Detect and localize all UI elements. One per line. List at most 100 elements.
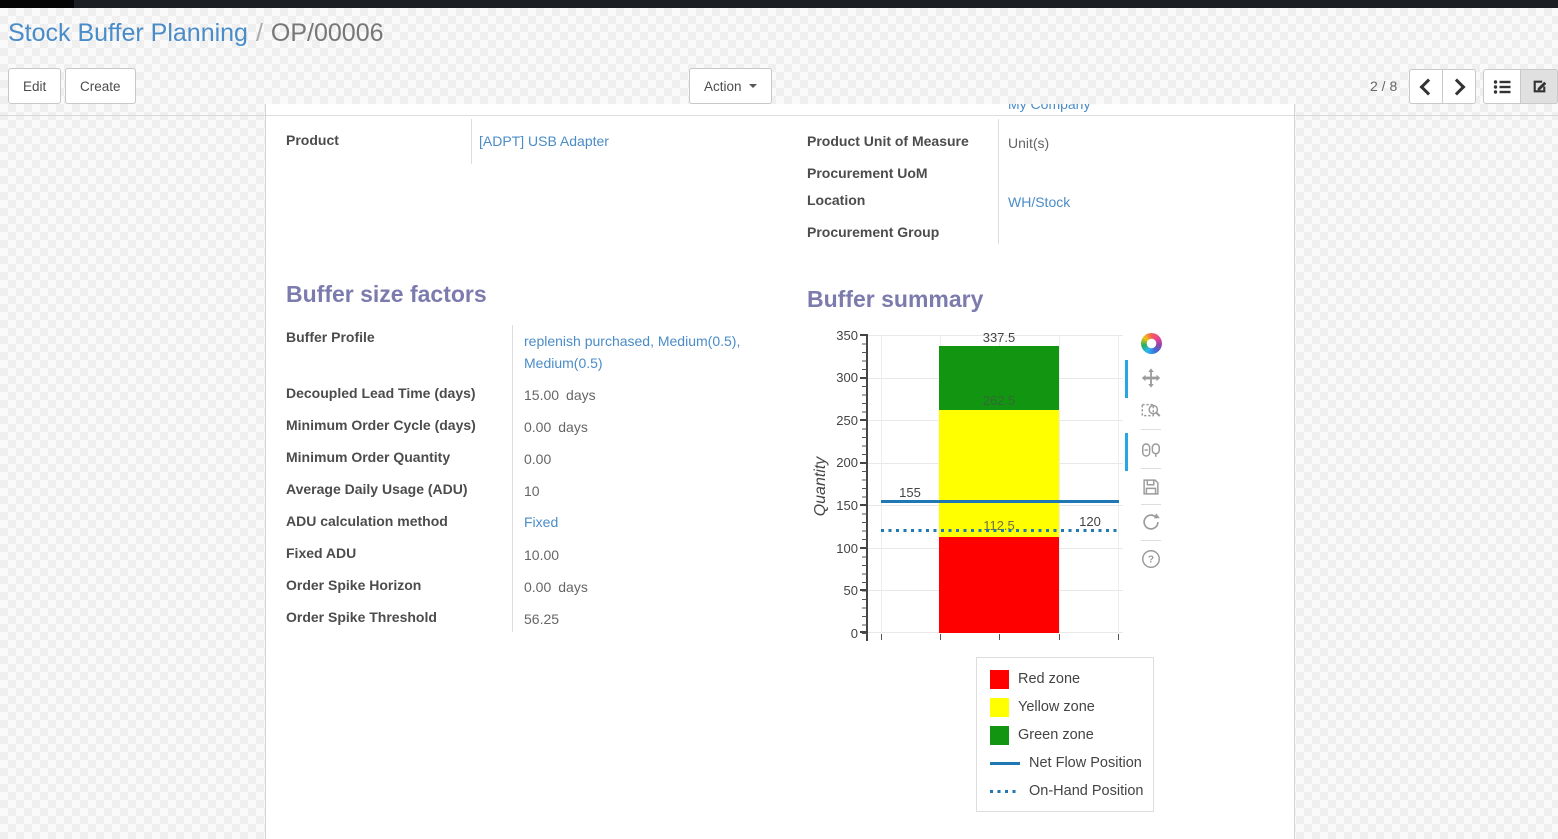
y-tick-label: 0	[850, 626, 858, 641]
red-zone-bar[interactable]	[939, 537, 1059, 633]
reset-axes-icon[interactable]	[1138, 509, 1164, 535]
column-separator	[471, 119, 472, 164]
y-tick-label: 300	[836, 370, 858, 385]
breadcrumb: Stock Buffer Planning / OP/00006	[8, 19, 384, 48]
field-value-fixed-adu: 10.00	[524, 547, 560, 563]
modebar-separator	[1141, 540, 1161, 541]
green-top-label: 337.5	[982, 330, 1016, 345]
section-title-buffer-summary: Buffer summary	[807, 286, 984, 312]
y-tick-label: 150	[836, 498, 858, 513]
breadcrumb-parent-link[interactable]: Stock Buffer Planning	[8, 19, 248, 47]
y-axis-minor-ticks	[862, 335, 867, 641]
buffer-profile-link[interactable]: replenish purchased, Medium(0.5), Medium…	[524, 333, 741, 371]
legend-item-net-flow[interactable]: Net Flow Position	[990, 753, 1153, 773]
y-axis-major-tick	[860, 589, 868, 591]
pager-next-button[interactable]	[1442, 69, 1476, 104]
yellow-top-label: 262.5	[982, 393, 1016, 408]
x-axis-tick	[1059, 634, 1060, 640]
location-link[interactable]: WH/Stock	[1008, 194, 1071, 210]
field-label-product-uom: Product Unit of Measure	[807, 133, 969, 149]
y-tick-label: 50	[843, 583, 858, 598]
form-view-button[interactable]	[1520, 69, 1558, 104]
field-label-procurement-uom: Procurement UoM	[807, 165, 928, 181]
field-value-minimum-order-quantity: 0.00	[524, 451, 552, 467]
legend-item-yellow-zone[interactable]: Yellow zone	[990, 697, 1153, 717]
field-label-order-spike-threshold: Order Spike Threshold	[286, 609, 437, 625]
modebar-active-indicator	[1125, 433, 1128, 471]
pager-previous-button[interactable]	[1409, 69, 1443, 104]
breadcrumb-current: OP/00006	[270, 19, 384, 47]
green-zone-bar[interactable]	[939, 346, 1059, 410]
caret-down-icon	[748, 84, 757, 88]
product-link[interactable]: [ADPT] USB Adapter	[479, 133, 609, 149]
on-hand-label: 120	[1079, 514, 1101, 529]
create-button[interactable]: Create	[65, 68, 136, 104]
gridline	[881, 335, 882, 633]
yellow-swatch	[990, 697, 1009, 717]
field-label-order-spike-horizon: Order Spike Horizon	[286, 577, 422, 593]
field-value-average-daily-usage: 10	[524, 483, 540, 499]
gridline	[1059, 335, 1060, 633]
net-flow-line[interactable]	[881, 500, 1119, 503]
modebar-active-indicator	[1125, 360, 1128, 398]
field-label-procurement-group: Procurement Group	[807, 224, 940, 240]
list-view-button[interactable]	[1483, 69, 1521, 104]
y-tick-label: 200	[836, 455, 858, 470]
y-axis-major-tick	[860, 462, 868, 464]
x-axis-tick	[1118, 634, 1119, 640]
column-separator	[512, 325, 513, 632]
company-link-partial[interactable]: My Company	[1008, 104, 1091, 112]
y-axis-major-tick	[860, 631, 868, 633]
field-value-decoupled-lead-time: 15.00 days	[524, 387, 596, 403]
x-axis-tick	[940, 634, 941, 640]
legend-item-on-hand[interactable]: On-Hand Position	[990, 781, 1153, 801]
svg-text:?: ?	[1148, 555, 1154, 566]
y-axis-line	[866, 335, 868, 641]
field-label-decoupled-lead-time: Decoupled Lead Time (days)	[286, 385, 476, 401]
breadcrumb-separator: /	[255, 19, 263, 47]
legend-item-red-zone[interactable]: Red zone	[990, 669, 1153, 689]
toolbar-divider-right	[1295, 115, 1558, 116]
yellow-zone-bar[interactable]	[939, 410, 1059, 537]
y-axis-major-tick	[860, 547, 868, 549]
gridline	[1118, 335, 1119, 633]
green-swatch	[990, 725, 1009, 745]
dotted-line-swatch	[990, 789, 1020, 793]
gridline	[868, 335, 1123, 336]
pan-icon[interactable]	[1138, 365, 1164, 391]
legend-item-green-zone[interactable]: Green zone	[990, 725, 1153, 745]
on-hand-line[interactable]	[881, 529, 1119, 532]
compare-hover-icon[interactable]	[1138, 437, 1164, 463]
view-switcher	[1483, 69, 1558, 104]
chart-legend: Red zone Yellow zone Green zone Net Flow…	[976, 657, 1154, 812]
save-icon[interactable]	[1138, 474, 1164, 500]
x-axis-tick	[881, 634, 882, 640]
list-icon	[1493, 79, 1511, 94]
red-swatch	[990, 669, 1009, 689]
y-tick-label: 100	[836, 541, 858, 556]
pager-nav-group	[1409, 69, 1476, 104]
edit-form-icon	[1533, 80, 1546, 93]
clipped-company-row: My Company	[266, 104, 1294, 115]
y-tick-label: 250	[836, 413, 858, 428]
modebar-separator	[1141, 468, 1161, 469]
y-tick-label: 350	[836, 328, 858, 343]
modebar-separator	[1141, 429, 1161, 430]
plotly-logo-icon[interactable]	[1138, 330, 1164, 356]
top-navbar-segment	[0, 0, 74, 8]
field-label-product: Product	[286, 132, 339, 148]
chevron-left-icon	[1419, 78, 1437, 95]
edit-button[interactable]: Edit	[8, 68, 62, 104]
net-flow-label: 155	[899, 485, 921, 500]
box-zoom-icon[interactable]	[1138, 398, 1164, 424]
modebar-separator	[1141, 504, 1161, 505]
field-value-order-spike-threshold: 56.25	[524, 611, 560, 627]
action-dropdown-button[interactable]: Action	[689, 68, 772, 104]
x-axis-tick	[999, 634, 1000, 640]
y-axis-major-tick	[860, 419, 868, 421]
field-value-product-uom: Unit(s)	[1008, 135, 1050, 151]
chevron-right-icon	[1448, 78, 1466, 95]
help-icon[interactable]: ?	[1138, 546, 1164, 572]
adu-method-link[interactable]: Fixed	[524, 514, 559, 530]
